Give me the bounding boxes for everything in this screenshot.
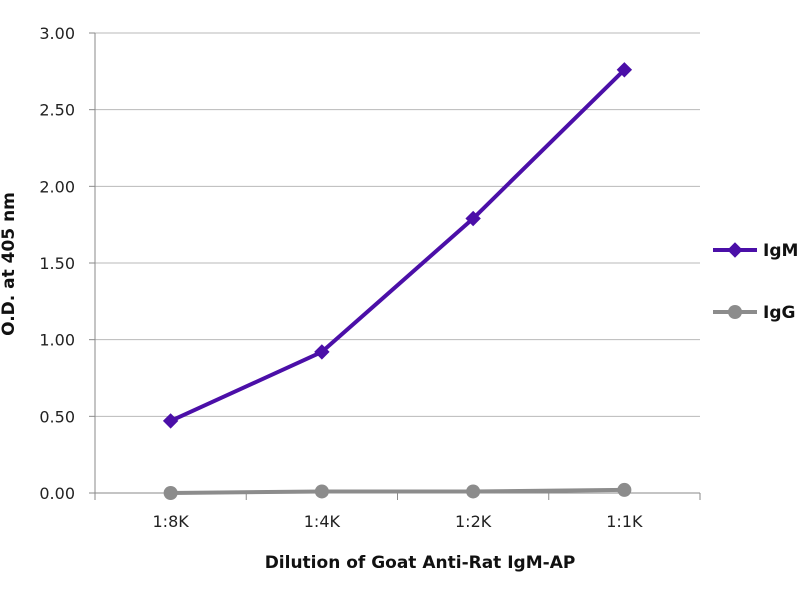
series bbox=[162, 62, 633, 500]
y-tick-labels: 0.00 0.50 1.00 1.50 2.00 2.50 3.00 bbox=[39, 24, 75, 503]
series-igg-point bbox=[466, 484, 481, 499]
y-axis-title: O.D. at 405 nm bbox=[0, 192, 19, 336]
x-tick-label: 1:2K bbox=[455, 512, 492, 531]
x-tick-label: 1:8K bbox=[153, 512, 190, 531]
legend-label-igg: IgG bbox=[763, 303, 795, 323]
series-igm-point bbox=[314, 344, 330, 360]
x-tick-label: 1:4K bbox=[304, 512, 341, 531]
legend: IgM IgG bbox=[713, 241, 798, 323]
series-igg-point bbox=[314, 484, 329, 499]
grid-lines bbox=[95, 32, 700, 417]
legend-item-igg: IgG bbox=[713, 303, 795, 323]
series-igm-point bbox=[162, 413, 179, 429]
y-tick-label: 3.00 bbox=[39, 24, 75, 43]
y-tick-label: 2.50 bbox=[39, 101, 75, 120]
axes bbox=[89, 32, 701, 500]
x-axis-title: Dilution of Goat Anti-Rat IgM-AP bbox=[265, 553, 576, 573]
x-tick-label: 1:1K bbox=[606, 512, 643, 531]
legend-label-igm: IgM bbox=[763, 241, 798, 261]
series-igm bbox=[162, 62, 633, 429]
y-tick-label: 1.50 bbox=[39, 254, 75, 273]
series-igm-line bbox=[169, 68, 626, 423]
series-igg-line bbox=[170, 487, 625, 495]
legend-item-igm: IgM bbox=[713, 241, 798, 261]
y-tick-label: 1.00 bbox=[39, 331, 75, 350]
y-tick-label: 0.50 bbox=[39, 407, 75, 426]
x-tick-labels: 1:8K 1:4K 1:2K 1:1K bbox=[153, 512, 644, 531]
y-tick-label: 2.00 bbox=[39, 177, 75, 196]
series-igm-point bbox=[465, 210, 481, 227]
series-igm-point bbox=[616, 62, 633, 78]
y-tick-label: 0.00 bbox=[39, 484, 75, 503]
series-igg-point bbox=[163, 486, 178, 500]
legend-swatch-igm-marker bbox=[727, 242, 743, 258]
series-igg-point bbox=[617, 482, 632, 497]
legend-swatch-igg-marker bbox=[728, 305, 742, 319]
series-igg bbox=[163, 482, 632, 500]
